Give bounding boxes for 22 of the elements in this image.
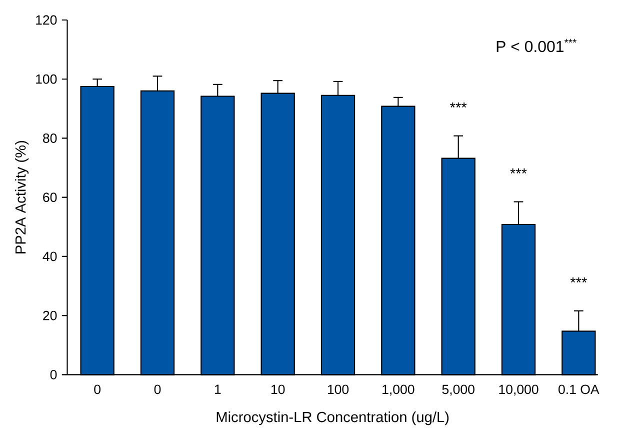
x-tick-label: 5,000 — [442, 384, 474, 396]
y-tick-label: 0 — [50, 370, 57, 380]
y-tick-label: 20 — [43, 310, 57, 320]
annotation: *** — [510, 168, 527, 174]
x-tick-label: 0 — [94, 384, 101, 394]
annotation: *** — [570, 277, 587, 283]
annotation: *** — [450, 102, 467, 108]
x-tick-label: 0 — [154, 384, 161, 394]
x-tick-label: 100 — [328, 384, 349, 394]
x-tick-label: 10 — [271, 384, 285, 394]
x-axis-title: Microcystin-LR Concentration (ug/L) — [216, 411, 449, 426]
x-tick-label: 10,000 — [499, 384, 538, 396]
y-tick-label: 40 — [42, 252, 57, 262]
y-tick-label: 60 — [43, 192, 57, 202]
y-tick-label: 120 — [36, 15, 57, 25]
x-tick-label: 1,000 — [382, 384, 414, 396]
y-axis-title: PP2A Activity (%) — [14, 141, 29, 254]
x-tick-label: 0.1 OA — [558, 384, 600, 394]
annotation: P < 0.001$^{***}$ — [496, 38, 576, 52]
y-tick-label: 100 — [36, 74, 57, 84]
x-tick-label: 1 — [214, 384, 221, 394]
y-tick-label: 80 — [43, 134, 57, 143]
